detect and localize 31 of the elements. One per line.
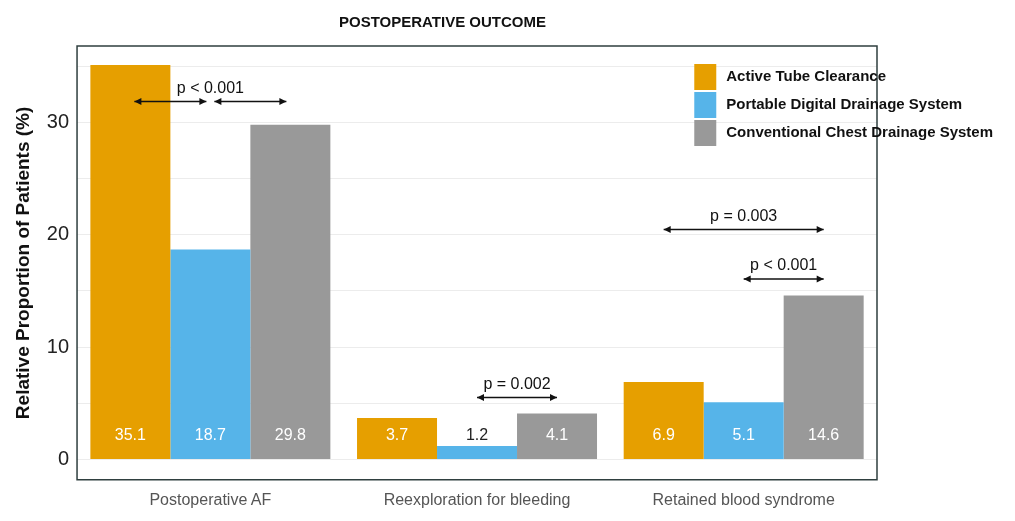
data-label: 1.2 <box>465 425 489 443</box>
x-tick-label: Postoperative AF <box>149 490 272 508</box>
annotation: p < 0.001 <box>750 256 818 274</box>
y-tick-label: 10 <box>46 334 70 357</box>
annotation: p = 0.002 <box>483 374 551 392</box>
data-label: 6.9 <box>652 425 675 443</box>
data-label: 18.7 <box>194 425 227 443</box>
bar <box>90 65 171 460</box>
data-label: 3.7 <box>385 425 409 443</box>
bar <box>357 417 438 460</box>
y-tick-label: 30 <box>46 109 70 132</box>
data-label: 14.6 <box>808 425 840 443</box>
bar <box>437 446 518 460</box>
annotation: p < 0.001 <box>176 78 245 96</box>
x-tick-label: Reexploration for bleeding <box>383 490 571 508</box>
bar <box>703 402 784 460</box>
data-label: 5.1 <box>732 425 755 443</box>
data-label: 35.1 <box>114 425 147 443</box>
chart-title: POSTOPERATIVE OUTCOME <box>339 13 546 31</box>
data-label: 29.8 <box>274 425 307 443</box>
bar <box>783 295 864 460</box>
bar <box>517 413 598 460</box>
y-tick-label: 20 <box>46 222 70 245</box>
y-axis-title: Relative Proportion of Patients (%) <box>11 106 33 420</box>
bar <box>623 382 704 460</box>
data-label: 4.1 <box>545 425 569 443</box>
y-tick-label: 0 <box>57 447 70 470</box>
annotation: p = 0.003 <box>710 206 778 224</box>
bar <box>250 124 331 460</box>
bar <box>170 249 251 460</box>
x-tick-label: Retained blood syndrome <box>652 490 835 508</box>
